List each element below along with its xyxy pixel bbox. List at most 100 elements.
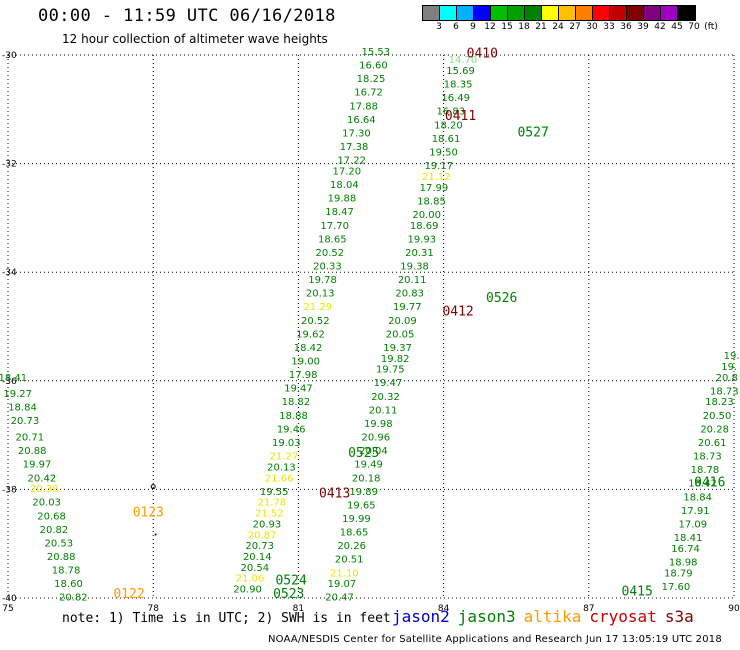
wave-height-value: 20.54: [241, 563, 270, 574]
wave-height-value: 17.91: [681, 506, 710, 517]
pass-time-label: 0122: [113, 587, 144, 602]
legend-swatch: [627, 6, 644, 20]
color-scale-legend: [422, 5, 696, 21]
wave-height-value: 20.71: [15, 433, 44, 444]
wave-height-value: 19.78: [308, 275, 337, 286]
chart-subtitle: 12 hour collection of altimeter wave hei…: [62, 32, 328, 46]
wave-height-value: 18.78: [691, 465, 720, 476]
footer-credit: NOAA/NESDIS Center for Satellite Applica…: [268, 634, 722, 645]
x-tick-label: 90: [728, 604, 740, 614]
wave-height-value: 20.68: [37, 511, 66, 522]
wave-height-value: 18.69: [410, 221, 439, 232]
legend-tick-label: 18: [518, 22, 530, 32]
pass-time-label: 0526: [486, 291, 517, 306]
wave-height-value: 19.88: [328, 194, 357, 205]
wave-height-value: 21.12: [422, 172, 451, 183]
legend-swatch: [610, 6, 627, 20]
wave-height-value: 17.99: [420, 183, 449, 194]
wave-height-value: 21.10: [330, 568, 359, 579]
wave-height-value: 17.20: [332, 166, 361, 177]
station-marker: [150, 484, 156, 490]
wave-height-value: 18.78: [52, 566, 81, 577]
wave-height-value: 20.93: [253, 519, 282, 530]
wave-height-value: 20.82: [59, 593, 88, 604]
wave-height-value: 17.09: [679, 519, 708, 530]
legend-tick-label: 70: [688, 22, 700, 32]
wave-height-value: 19.46: [277, 424, 306, 435]
wave-height-value: 17.38: [340, 142, 369, 153]
wave-height-value: 20.09: [388, 316, 417, 327]
wave-height-value: 19.93: [407, 234, 436, 245]
wave-height-value: 19.49: [354, 460, 383, 471]
wave-height-value: 20.96: [362, 433, 391, 444]
x-tick-label: 78: [147, 604, 159, 614]
legend-tick-label: 30: [586, 22, 598, 32]
legend-swatch: [525, 6, 542, 20]
legend-tick-label: 3: [436, 22, 442, 32]
wave-height-value: 15.69: [446, 66, 475, 77]
units-note: note: 1) Time is in UTC; 2) SWH is in fe…: [62, 611, 391, 626]
wave-height-value: 20.47: [325, 593, 354, 604]
pass-time-label: 0411: [445, 109, 476, 124]
legend-swatch: [644, 6, 661, 20]
wave-height-value: 20.42: [28, 473, 57, 484]
wave-height-value: 21.52: [255, 509, 284, 520]
pass-time-label: 0524: [275, 573, 306, 588]
wave-height-value: 20.13: [267, 462, 296, 473]
y-tick-label: -32: [2, 160, 17, 170]
wave-height-value: 20.73: [11, 416, 40, 427]
wave-height-value: 14.70: [449, 55, 478, 66]
wave-height-value: 21.06: [236, 574, 265, 585]
wave-height-value: 20.88: [18, 446, 47, 457]
wave-height-value: 18.61: [432, 134, 461, 145]
wave-height-value: 20.04: [359, 446, 388, 457]
wave-height-value: 18.84: [8, 403, 37, 414]
wave-height-value: 18.73: [693, 452, 722, 463]
legend-tick-label: 24: [552, 22, 564, 32]
wave-height-value: 16.49: [441, 93, 470, 104]
wave-height-value: 19.00: [291, 357, 320, 368]
wave-height-value: 20.38: [30, 484, 59, 495]
wave-height-value: 19.: [721, 362, 737, 373]
legend-swatch: [457, 6, 474, 20]
wave-height-value: 18.98: [669, 557, 698, 568]
wave-height-value: 19.27: [3, 389, 32, 400]
wave-height-value: 16.74: [671, 544, 700, 555]
legend-tick-label: 39: [637, 22, 649, 32]
pass-time-label: 0523: [273, 587, 304, 602]
wave-height-value: 20.14: [243, 552, 272, 563]
wave-height-value: 19.47: [374, 378, 403, 389]
wave-height-value: 18.35: [444, 80, 473, 91]
legend-swatch: [474, 6, 491, 20]
wave-height-value: 17.60: [662, 582, 691, 593]
wave-height-value: 19.47: [284, 384, 313, 395]
wave-height-value: 16.60: [359, 61, 388, 72]
wave-height-value: 20.28: [700, 424, 729, 435]
wave-height-value: 19.03: [272, 438, 301, 449]
legend-tick-label: 36: [620, 22, 632, 32]
wave-height-value: 19.62: [296, 329, 325, 340]
pass-time-label: 0525: [348, 446, 379, 461]
pass-time-label: 0527: [517, 125, 548, 140]
wave-height-value: 21.66: [265, 473, 294, 484]
wave-height-value: 20.51: [335, 555, 364, 566]
y-tick-label: -34: [2, 268, 17, 278]
wave-height-value: 19.65: [347, 500, 376, 511]
wave-height-value: 17.70: [320, 221, 349, 232]
wave-height-value: 18.41: [674, 533, 703, 544]
wave-height-value: 18.82: [282, 397, 311, 408]
legend-swatch: [559, 6, 576, 20]
wave-height-value: 19.89: [349, 487, 378, 498]
wave-height-value: 18.20: [434, 120, 463, 131]
wave-height-value: 20.52: [301, 316, 330, 327]
legend-tick-label: 45: [671, 22, 683, 32]
legend-swatch: [576, 6, 593, 20]
wave-height-value: 20.05: [386, 329, 415, 340]
wave-height-value: 17.22: [337, 156, 366, 167]
wave-height-value: 19.17: [424, 161, 453, 172]
wave-height-value: 20.32: [371, 392, 400, 403]
wave-height-value: 19.75: [376, 365, 405, 376]
wave-height-value: 19.97: [23, 460, 52, 471]
wave-height-value: 18.47: [325, 207, 354, 218]
